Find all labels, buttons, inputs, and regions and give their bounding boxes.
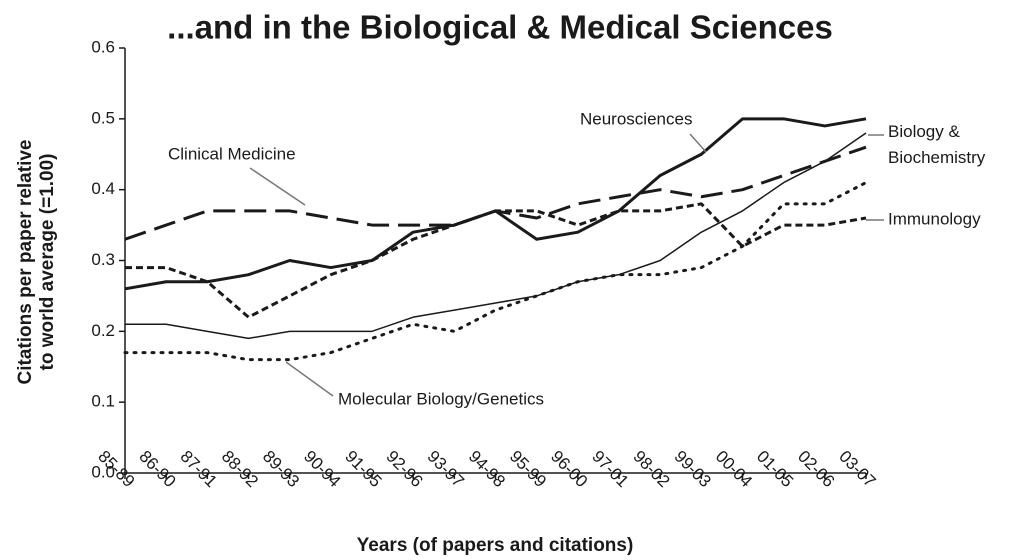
x-tick-label: 88-92 [218,447,262,491]
x-tick-label: 99-03 [671,447,715,491]
x-tick-label: 91-95 [341,447,385,491]
leader-line [249,167,306,206]
series-line [123,181,868,362]
y-tick-label: 0.6 [91,37,115,56]
series-label: Clinical Medicine [168,144,296,163]
x-tick-label: 94-98 [465,447,509,491]
y-tick-label: 0.2 [91,321,115,340]
x-tick-label: 93-97 [424,447,468,491]
x-tick-label: 96-00 [547,447,591,491]
x-tick-label: 87-91 [177,447,221,491]
leader-line [689,133,707,153]
y-tick-label: 0.0 [91,462,115,481]
series-label: Neurosciences [580,109,692,128]
x-tick-label: 98-02 [629,447,673,491]
x-tick-label: 89-93 [259,447,303,491]
x-tick-label: 01-05 [753,447,797,491]
x-tick-label: 92-96 [382,447,426,491]
series-label: Molecular Biology/Genetics [338,389,544,408]
leader-line [285,361,334,397]
y-axis-title: Citations per paper relative [15,140,36,385]
series-label: Immunology [888,209,981,228]
x-tick-label: 02-06 [794,447,838,491]
x-tick-label: 90-94 [300,447,344,491]
x-tick-label: 86-90 [135,447,179,491]
x-tick-label: 97-01 [588,447,632,491]
x-tick-label: 95-99 [506,447,550,491]
x-tick-label: 00-04 [712,447,756,491]
y-tick-label: 0.3 [91,250,115,269]
y-tick-label: 0.4 [91,179,115,198]
y-axis-title: to world average (=1.00) [37,154,58,371]
y-tick-label: 0.5 [91,108,115,127]
series-label: Biology & Biochemistry [888,122,986,167]
chart-title: ...and in the Biological & Medical Scien… [167,9,833,46]
series-line [125,132,867,340]
y-tick-label: 0.1 [91,392,115,411]
x-axis-title: Years (of papers and citations) [357,535,634,556]
series-line [125,202,867,319]
x-tick-label: 03-07 [835,447,879,491]
